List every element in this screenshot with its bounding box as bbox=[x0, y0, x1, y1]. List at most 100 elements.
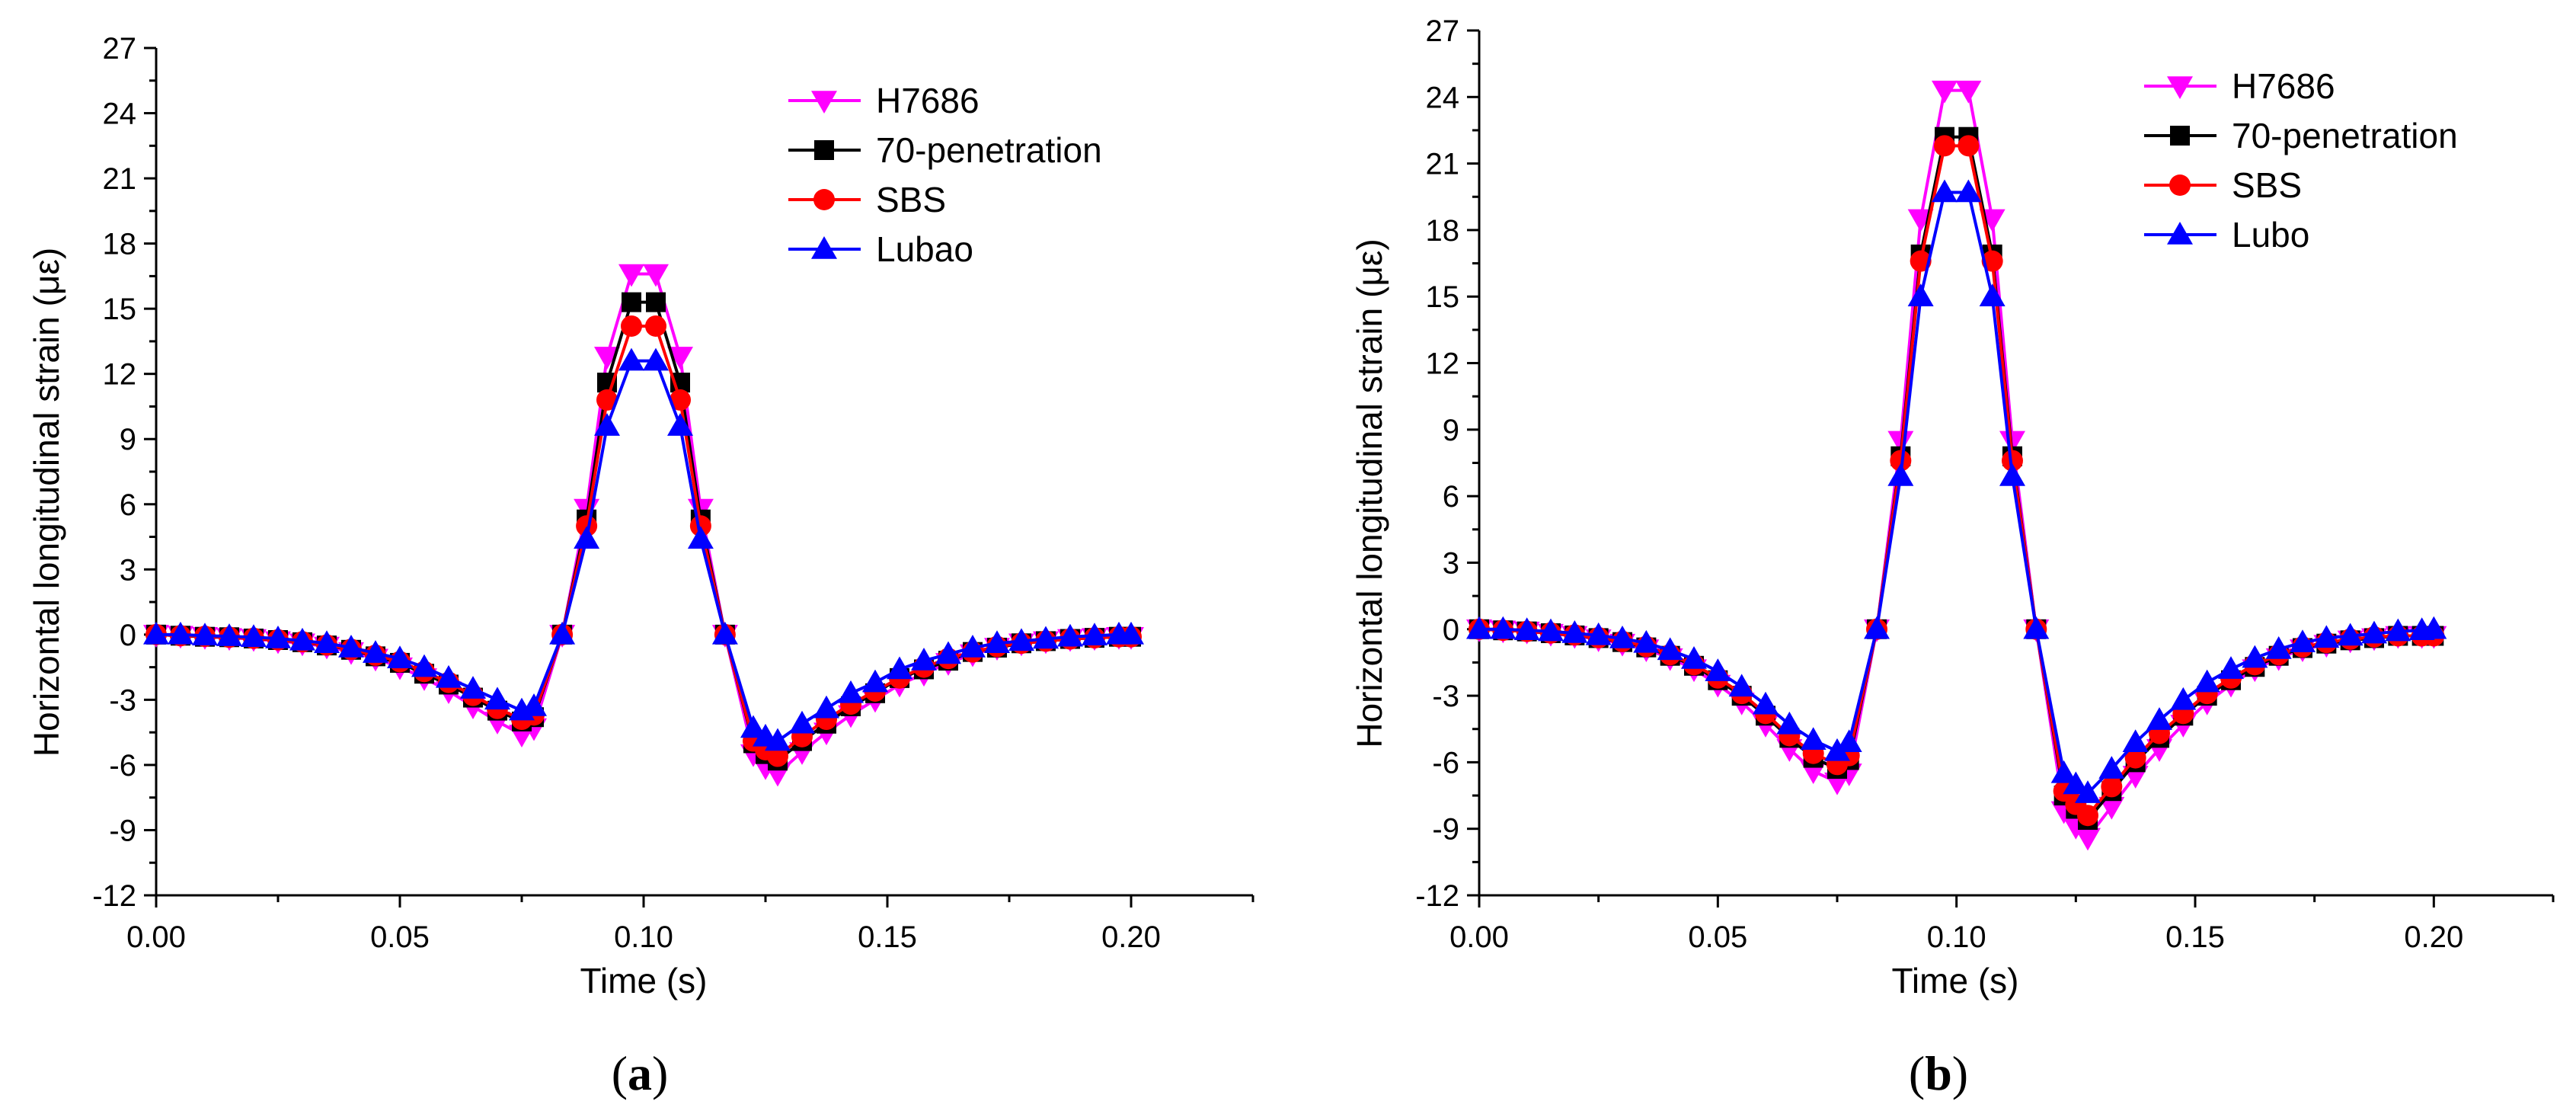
data-point bbox=[1934, 135, 1955, 157]
data-point bbox=[2122, 729, 2149, 752]
data-point bbox=[1864, 616, 1890, 639]
x-axis-title: Time (s) bbox=[1892, 961, 2019, 1000]
series-3 bbox=[143, 347, 1144, 751]
data-point bbox=[1955, 80, 1982, 104]
x-axis-title: Time (s) bbox=[580, 961, 708, 1000]
data-point bbox=[1932, 179, 1958, 203]
data-point bbox=[594, 413, 620, 436]
data-point bbox=[1910, 250, 1932, 272]
data-point bbox=[765, 728, 791, 751]
panel-b-chart: -12 -9 -6 -3 0 3 6 9 12 15 18 21 24 27 0.00 0.05 0.10 0.1… bbox=[1350, 14, 2555, 1100]
data-point bbox=[1561, 620, 1588, 643]
data-point bbox=[411, 654, 437, 677]
legend-marker bbox=[813, 189, 835, 210]
data-point bbox=[1800, 727, 1827, 751]
legend-item-3: Lubo bbox=[2144, 215, 2309, 254]
data-point bbox=[2290, 629, 2316, 652]
data-point bbox=[549, 621, 576, 645]
panel-a-chart: -12 -9 -6 -3 0 3 6 9 12 15 18 21 24 27 0.00 0.05 0.10 0.1… bbox=[27, 32, 1254, 1100]
series-0 bbox=[143, 264, 1144, 787]
legend-marker bbox=[814, 140, 834, 160]
y-tick-label: -6 bbox=[1432, 746, 1459, 779]
legend-label: 70-penetration bbox=[2232, 116, 2458, 155]
data-point bbox=[168, 621, 193, 645]
series-2 bbox=[145, 315, 1142, 767]
data-point bbox=[1955, 179, 1982, 203]
y-tick-label: 21 bbox=[103, 162, 137, 196]
y-tick-label: 21 bbox=[1426, 148, 1460, 181]
data-point bbox=[645, 315, 666, 337]
y-tick-label: 6 bbox=[1443, 480, 1459, 514]
x-tick-label: 0.00 bbox=[1449, 920, 1509, 954]
data-point bbox=[2124, 747, 2146, 769]
x-tick-label: 0.10 bbox=[1927, 920, 1986, 954]
series-line bbox=[1479, 190, 2434, 795]
y-tick-label: -6 bbox=[109, 749, 136, 783]
data-point bbox=[813, 695, 839, 719]
y-axis-title: Horizontal longitudinal strain (με) bbox=[1350, 238, 1389, 747]
y-axis-title: Horizontal longitudinal strain (με) bbox=[27, 248, 66, 757]
x-tick-label: 0.15 bbox=[2165, 920, 2225, 954]
data-point bbox=[1999, 463, 2025, 486]
y-tick-label: 12 bbox=[103, 358, 137, 392]
data-point bbox=[2361, 620, 2387, 644]
legend-label: H7686 bbox=[876, 81, 980, 120]
data-point bbox=[1824, 738, 1850, 761]
panel-label: (a) bbox=[612, 1046, 669, 1100]
data-point bbox=[2023, 616, 2050, 639]
y-tick-label: 12 bbox=[1426, 347, 1460, 381]
y-tick-label: 0 bbox=[120, 619, 136, 652]
legend-item-1: 70-penetration bbox=[788, 130, 1102, 170]
data-point bbox=[2337, 623, 2363, 646]
x-tick-label: 0.05 bbox=[1688, 920, 1747, 954]
series-line bbox=[155, 272, 1131, 776]
data-point bbox=[1887, 463, 1914, 486]
legend-item-0: H7686 bbox=[2144, 66, 2335, 106]
data-point bbox=[436, 664, 462, 688]
y-tick-label: 6 bbox=[120, 488, 136, 522]
data-point bbox=[1538, 618, 1564, 642]
data-point bbox=[618, 347, 644, 371]
y-tick-label: -12 bbox=[1415, 879, 1459, 913]
data-point bbox=[643, 347, 669, 371]
data-point bbox=[2218, 656, 2244, 679]
data-point bbox=[1657, 637, 1683, 661]
data-point bbox=[622, 292, 641, 312]
data-point bbox=[2101, 776, 2123, 798]
y-tick-label: -3 bbox=[109, 683, 136, 717]
data-point bbox=[960, 634, 986, 658]
x-tick-label: 0.20 bbox=[1101, 920, 1161, 954]
data-point bbox=[1728, 674, 1755, 697]
series-1 bbox=[146, 292, 1141, 771]
data-point bbox=[363, 640, 388, 663]
y-tick-label: -9 bbox=[109, 814, 136, 847]
legend-marker bbox=[811, 91, 837, 114]
data-point bbox=[1082, 623, 1107, 646]
data-point bbox=[2075, 780, 2101, 803]
x-tick-label: 0.20 bbox=[2404, 920, 2463, 954]
data-point bbox=[767, 745, 788, 767]
y-tick-label: 0 bbox=[1443, 613, 1459, 647]
legend-label: SBS bbox=[2232, 165, 2302, 205]
data-point bbox=[2050, 760, 2077, 783]
y-tick-label: 27 bbox=[103, 32, 137, 66]
y-tick-label: 9 bbox=[1443, 414, 1459, 447]
legend-label: H7686 bbox=[2232, 66, 2335, 106]
y-tick-label: -12 bbox=[92, 879, 136, 913]
legend-marker bbox=[2169, 174, 2191, 196]
data-point bbox=[574, 526, 600, 549]
data-point bbox=[1008, 628, 1034, 651]
data-point bbox=[621, 315, 642, 337]
data-point bbox=[1033, 626, 1059, 649]
data-point bbox=[1609, 625, 1635, 648]
data-point bbox=[289, 627, 315, 651]
legend-marker bbox=[2167, 76, 2193, 99]
y-tick-label: 27 bbox=[1426, 14, 1460, 48]
panel-letter: a bbox=[628, 1046, 652, 1100]
data-point bbox=[1981, 250, 2003, 272]
x-tick-label: 0.00 bbox=[126, 920, 186, 954]
data-point bbox=[143, 621, 169, 645]
data-point bbox=[670, 389, 691, 411]
legend-item-3: Lubao bbox=[788, 229, 973, 269]
